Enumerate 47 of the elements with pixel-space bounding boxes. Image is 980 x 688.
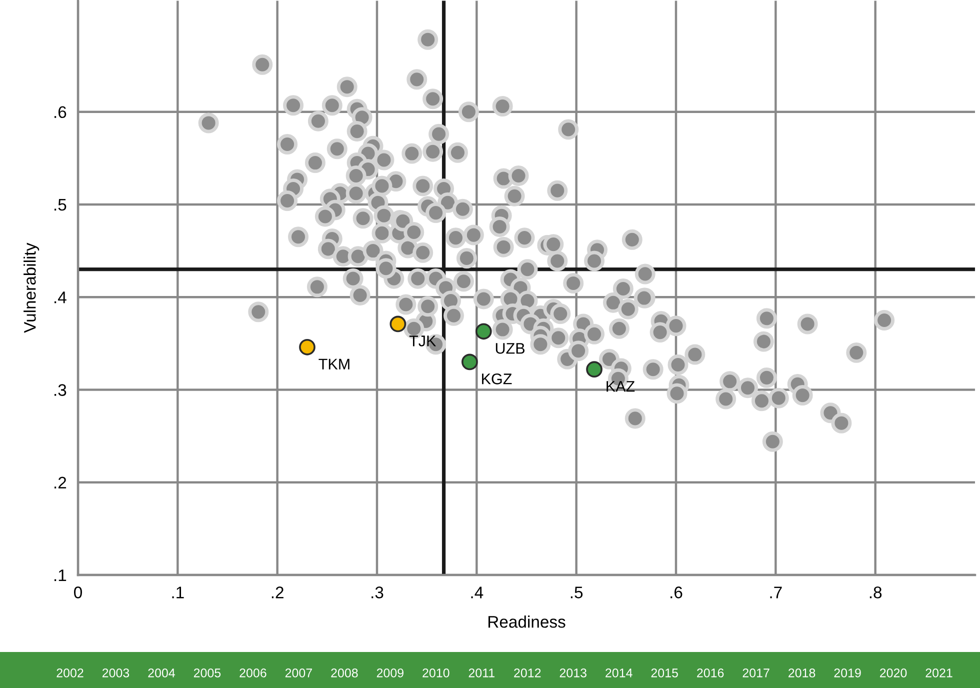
x-tick-label: .1 xyxy=(172,586,184,598)
annotation: TJK xyxy=(409,336,436,346)
x-tick-label: .3 xyxy=(372,586,384,598)
text: 2004 xyxy=(148,668,176,678)
point xyxy=(586,361,602,378)
text: 2010 xyxy=(422,668,450,678)
text: 2007 xyxy=(285,668,312,678)
x-tick-label: .8 xyxy=(870,586,882,598)
text: 2021 xyxy=(926,668,952,678)
y-tick-label: .1 xyxy=(54,570,66,582)
x-tick-label: .5 xyxy=(570,586,583,598)
x-axis-title: Readiness xyxy=(488,616,566,628)
text: 2015 xyxy=(651,668,678,678)
x-tick-label: .2 xyxy=(272,586,284,598)
text: 2016 xyxy=(697,668,724,678)
y-axis-title: Vulnerability xyxy=(24,242,40,333)
text: 2006 xyxy=(240,668,266,678)
y-tick-label: .6 xyxy=(54,106,66,118)
x-tick-label: .6 xyxy=(670,586,682,598)
x-tick-label: .7 xyxy=(770,586,782,598)
y-tick-label: .2 xyxy=(54,476,66,488)
annotation: KGZ xyxy=(482,374,512,384)
text: 2009 xyxy=(376,668,404,678)
text: 2020 xyxy=(880,668,907,678)
x-tick-label: .4 xyxy=(471,586,484,598)
text: 2019 xyxy=(834,668,861,678)
y-tick-label: .4 xyxy=(54,292,66,304)
text: 2008 xyxy=(331,668,358,678)
point xyxy=(475,323,492,340)
y-tick-label: .5 xyxy=(54,199,66,211)
annotation: KAZ xyxy=(606,381,635,392)
text: 2005 xyxy=(194,668,221,678)
point xyxy=(462,354,478,370)
text: 2002 xyxy=(56,668,84,678)
point xyxy=(390,316,406,332)
y-tick-label: .3 xyxy=(54,384,66,396)
text: 2013 xyxy=(560,668,586,678)
annotation: UZB xyxy=(496,343,525,354)
x-tick-label: 0 xyxy=(74,586,82,598)
text: 2014 xyxy=(606,668,632,678)
text: 2017 xyxy=(742,668,770,678)
annotation: TKM xyxy=(318,358,350,370)
text: 2011 xyxy=(468,668,494,678)
point xyxy=(299,338,316,356)
text: 2003 xyxy=(102,668,130,678)
text: 2012 xyxy=(514,668,541,678)
text: 2018 xyxy=(788,668,816,678)
